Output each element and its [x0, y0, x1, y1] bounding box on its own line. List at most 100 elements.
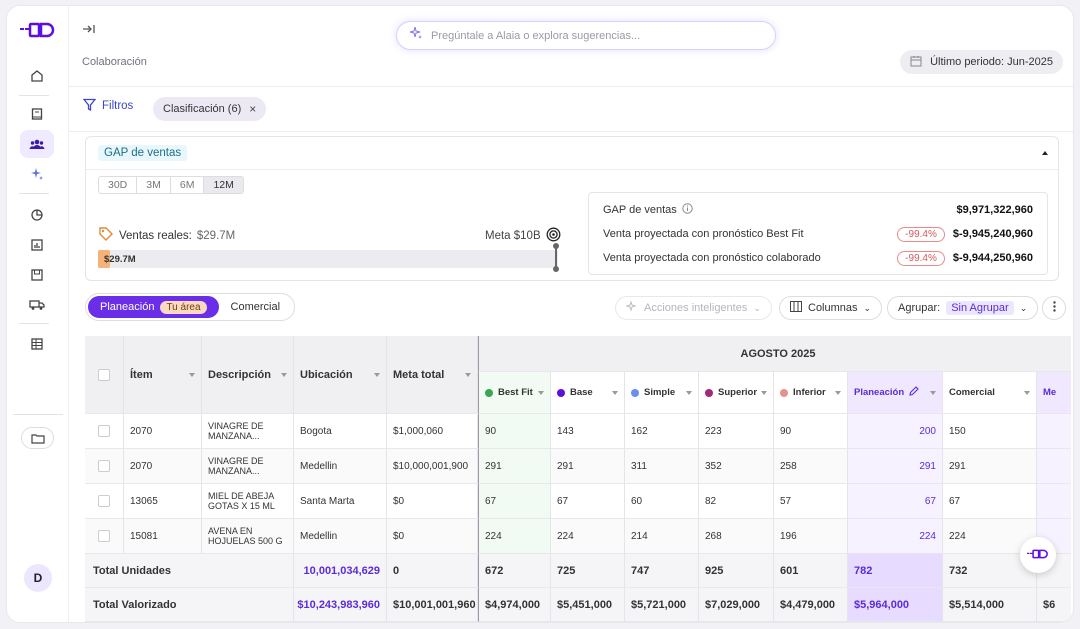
- total-meta: 0: [387, 554, 478, 588]
- series-header-2[interactable]: Simple: [625, 372, 699, 414]
- pie-chart-icon[interactable]: [20, 201, 54, 229]
- total-sum: $10,243,983,960: [294, 588, 387, 622]
- cell-series-5[interactable]: 67: [848, 484, 943, 519]
- series-value: 224: [949, 530, 966, 542]
- select-all-checkbox[interactable]: [98, 368, 110, 381]
- tab-planeacion[interactable]: Planeación Tu área: [88, 296, 219, 318]
- range-6m[interactable]: 6M: [171, 177, 205, 193]
- series-header-5[interactable]: Planeación: [848, 372, 943, 414]
- button-label: Agrupar:: [898, 302, 941, 314]
- sort-caret-icon[interactable]: [538, 390, 544, 395]
- cell-series-5[interactable]: 200: [848, 414, 943, 449]
- close-icon[interactable]: ×: [249, 102, 257, 116]
- bar-chart-icon[interactable]: [20, 231, 54, 259]
- sort-caret-icon[interactable]: [835, 390, 841, 395]
- tab-label: Planeación: [100, 301, 155, 313]
- cell-series-1: 67: [551, 484, 625, 519]
- total-sum-value: $10,243,983,960: [297, 598, 380, 611]
- row-checkbox[interactable]: [98, 495, 110, 507]
- cell-series-6: 291: [943, 449, 1037, 484]
- tab-comercial[interactable]: Comercial: [230, 301, 281, 313]
- gap-summary: GAP de ventas $9,971,322,960 Venta proye…: [588, 192, 1048, 275]
- column-header-desc[interactable]: Descripción: [202, 336, 294, 414]
- range-30d[interactable]: 30D: [99, 177, 138, 193]
- cell-item: 13065: [124, 484, 202, 519]
- save-icon[interactable]: [20, 261, 54, 289]
- header-label: Ubicación: [300, 368, 353, 381]
- sort-caret-icon[interactable]: [189, 372, 195, 377]
- series-header-4[interactable]: Inferior: [774, 372, 848, 414]
- sort-caret-icon[interactable]: [612, 390, 618, 395]
- total-series-value: $5,451,000: [557, 598, 613, 611]
- edit-pencil-icon[interactable]: [909, 386, 919, 399]
- sort-caret-icon[interactable]: [930, 390, 936, 395]
- total-sum-value: 10,001,034,629: [303, 564, 380, 577]
- filters-label: Filtros: [102, 100, 134, 112]
- avatar[interactable]: D: [24, 564, 52, 592]
- assistant-fab[interactable]: [1020, 537, 1056, 573]
- kebab-icon: [1052, 301, 1056, 315]
- filters-button[interactable]: Filtros: [82, 98, 134, 114]
- smart-actions-button[interactable]: Acciones inteligentes ⌄: [615, 296, 772, 320]
- collapse-caret-icon[interactable]: [1042, 151, 1048, 155]
- series-value: 224: [557, 530, 574, 542]
- book-icon[interactable]: [20, 100, 54, 128]
- cell-series-5[interactable]: 291: [848, 449, 943, 484]
- folder-icon[interactable]: [21, 427, 54, 449]
- home-icon[interactable]: [20, 62, 54, 90]
- total-series-value: $4,479,000: [780, 598, 836, 611]
- period-selector[interactable]: Último periodo: Jun-2025: [900, 50, 1063, 74]
- group-by-button[interactable]: Agrupar: Sin Agrupar ⌄: [887, 296, 1039, 320]
- series-name: Superior: [718, 387, 758, 398]
- series-value: 214: [631, 530, 648, 542]
- series-header-1[interactable]: Base: [551, 372, 625, 414]
- period-label: Último periodo: Jun-2025: [930, 56, 1053, 68]
- series-header-3[interactable]: Superior: [699, 372, 774, 414]
- series-value: 291: [949, 460, 966, 472]
- cell-series-0: 90: [478, 414, 551, 449]
- expand-sidebar-icon[interactable]: [82, 22, 96, 40]
- column-header-item[interactable]: Ítem: [124, 336, 202, 414]
- range-12m[interactable]: 12M: [204, 177, 243, 193]
- calendar-icon: [910, 55, 922, 70]
- sort-caret-icon[interactable]: [686, 390, 692, 395]
- info-icon[interactable]: [682, 203, 693, 217]
- table-icon[interactable]: [20, 330, 54, 358]
- series-name: Base: [570, 387, 593, 398]
- total-series-2: 747: [625, 554, 699, 588]
- sparkle-icon[interactable]: [20, 160, 54, 188]
- cell-series-5[interactable]: 224: [848, 519, 943, 554]
- logo-icon[interactable]: [20, 22, 56, 43]
- sort-caret-icon[interactable]: [281, 372, 287, 377]
- sort-caret-icon[interactable]: [374, 372, 380, 377]
- column-header-meta[interactable]: Meta total: [387, 336, 478, 414]
- range-3m[interactable]: 3M: [137, 177, 171, 193]
- columns-button[interactable]: Columnas ⌄: [779, 296, 883, 320]
- series-header-6[interactable]: Comercial: [943, 372, 1037, 414]
- row-checkbox[interactable]: [98, 460, 110, 472]
- total-series-value: 725: [557, 564, 576, 577]
- search-input[interactable]: [431, 29, 775, 42]
- filter-chip[interactable]: Clasificación (6) ×: [153, 97, 267, 121]
- sort-caret-icon[interactable]: [1024, 390, 1030, 395]
- sort-caret-icon[interactable]: [465, 372, 471, 377]
- series-color-dot: [780, 388, 788, 397]
- sort-caret-icon[interactable]: [761, 390, 767, 395]
- ai-search-bar[interactable]: [396, 21, 776, 50]
- description-line: GOTAS X 15 ML: [208, 501, 275, 511]
- more-options-button[interactable]: [1042, 296, 1066, 320]
- total-series-7: $6: [1037, 588, 1071, 622]
- row-checkbox[interactable]: [98, 530, 110, 542]
- series-header-0[interactable]: Best Fit: [478, 372, 551, 414]
- series-header-7[interactable]: Me: [1037, 372, 1071, 414]
- total-label: Total Unidades: [85, 554, 294, 588]
- total-series-6: $5,514,000: [943, 588, 1037, 622]
- description-line: HOJUELAS 500 G: [208, 536, 283, 546]
- item-value: 15081: [130, 530, 158, 542]
- series-color-dot: [485, 388, 493, 397]
- users-icon[interactable]: [20, 130, 54, 158]
- truck-icon[interactable]: [20, 291, 54, 319]
- item-value: 2070: [130, 460, 153, 472]
- row-checkbox[interactable]: [98, 425, 110, 437]
- column-header-ubic[interactable]: Ubicación: [294, 336, 387, 414]
